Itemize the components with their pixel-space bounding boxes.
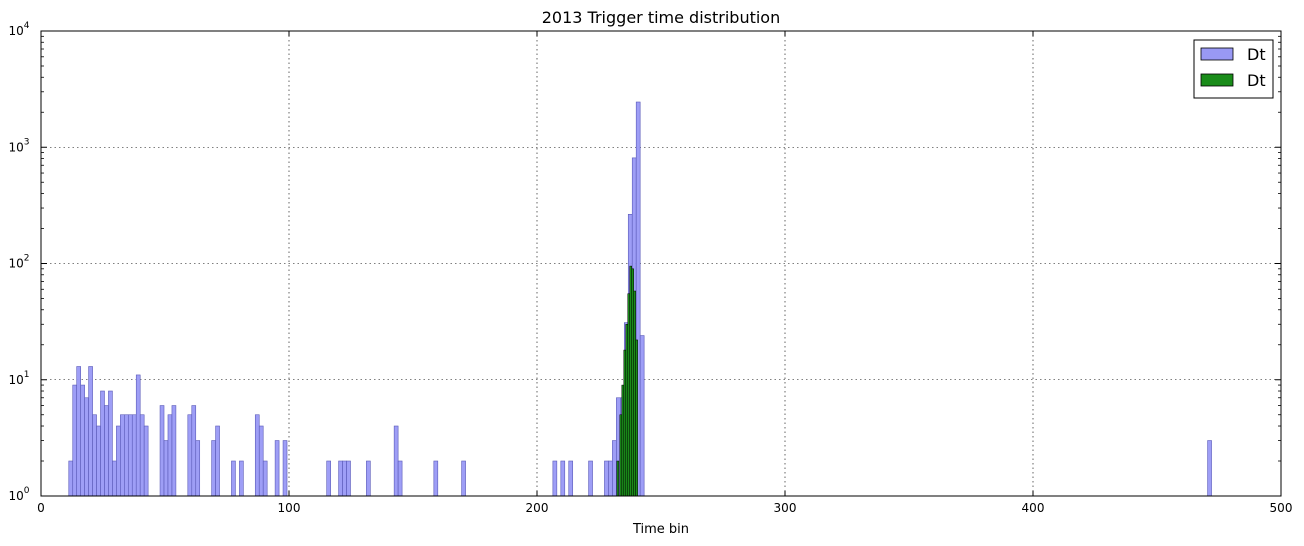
histogram-bar <box>239 460 244 497</box>
histogram-bar <box>326 460 331 497</box>
series-dt-blue <box>68 101 1212 497</box>
histogram-bar <box>84 397 89 497</box>
series-dt-green <box>616 265 638 497</box>
y-tick-exponent: 4 <box>24 21 30 31</box>
histogram-bar <box>143 425 149 497</box>
legend-swatch <box>1200 73 1234 87</box>
x-tick-label: 300 <box>774 501 797 515</box>
histogram-bar <box>167 414 173 497</box>
histogram-bar <box>635 339 638 497</box>
x-tick-label: 200 <box>526 501 549 515</box>
histogram-bar <box>274 440 280 497</box>
y-tick-base: 10 <box>8 24 23 38</box>
histogram-bar <box>191 405 197 497</box>
histogram-bar <box>639 335 645 497</box>
histogram-bar <box>76 366 81 497</box>
histogram-bar <box>100 390 105 497</box>
histogram-bar <box>211 440 216 497</box>
y-tick-exponent: 1 <box>24 370 30 380</box>
histogram-bar <box>616 460 620 497</box>
histogram-bar <box>342 460 347 497</box>
x-tick-label: 400 <box>1022 501 1045 515</box>
histogram-bar <box>619 414 623 497</box>
histogram-bar <box>163 440 169 497</box>
histogram-bar <box>560 460 566 497</box>
legend-swatch <box>1200 47 1234 61</box>
histogram-bar <box>131 414 137 497</box>
histogram-bar <box>92 414 97 497</box>
legend-label: Dt <box>1247 45 1266 64</box>
histogram-bar <box>633 290 636 497</box>
histogram-bar <box>68 460 74 497</box>
y-tick-label: 103 <box>8 137 29 154</box>
histogram-bar <box>231 460 236 497</box>
legend-label: Dt <box>1247 71 1266 90</box>
histogram-bar <box>88 366 93 497</box>
histogram-bar <box>195 440 201 497</box>
histogram-bar <box>215 425 220 497</box>
histogram-bar <box>621 384 625 497</box>
histogram-bar <box>135 374 141 497</box>
histogram-bar <box>1207 440 1212 497</box>
x-tick-label: 100 <box>278 501 301 515</box>
x-axis-label: Time bin <box>632 522 689 537</box>
chart-title: 2013 Trigger time distribution <box>542 8 780 27</box>
histogram-bar <box>393 425 399 497</box>
histogram-bar <box>171 405 177 497</box>
histogram-bar <box>433 460 439 497</box>
y-tick-base: 10 <box>8 140 23 154</box>
y-tick-base: 10 <box>8 489 23 503</box>
histogram-bar <box>80 384 85 497</box>
histogram-bar <box>631 268 634 497</box>
histogram-bar <box>552 460 558 497</box>
y-tick-exponent: 0 <box>24 486 30 496</box>
histogram-bar <box>397 460 403 497</box>
histogram-bar <box>159 405 165 497</box>
histogram-bar <box>124 414 129 497</box>
histogram-bar <box>461 460 466 497</box>
histogram-bar <box>625 324 629 497</box>
histogram-bar <box>96 425 101 497</box>
y-tick-label: 100 <box>8 486 29 503</box>
grid-lines <box>41 31 1281 496</box>
histogram-bar <box>568 460 574 497</box>
histogram-bar <box>254 414 260 497</box>
histogram-bar <box>346 460 351 497</box>
histogram-bar <box>139 414 145 497</box>
y-tick-label: 102 <box>8 254 29 271</box>
y-tick-exponent: 2 <box>24 254 30 264</box>
histogram-bar <box>104 405 109 497</box>
x-tick-label: 500 <box>1270 501 1293 515</box>
histogram-bar <box>608 460 613 497</box>
histogram-bar <box>623 349 627 497</box>
histogram-bar <box>282 440 288 497</box>
y-tick-base: 10 <box>8 257 23 271</box>
histogram-bar <box>366 460 371 497</box>
histogram-bar <box>338 460 343 497</box>
histogram-bar <box>187 414 193 497</box>
histogram-bar <box>612 440 617 497</box>
histogram-bar <box>627 293 631 497</box>
x-tick-label: 0 <box>37 501 45 515</box>
histogram-bar <box>116 425 121 497</box>
histogram-bar <box>72 384 78 497</box>
y-tick-label: 104 <box>8 21 29 38</box>
histogram-bar <box>258 425 264 497</box>
legend: Dt Dt <box>1193 39 1274 99</box>
histogram-bar <box>108 390 113 497</box>
histogram-bar <box>112 460 117 497</box>
histogram-bar <box>588 460 593 497</box>
y-tick-exponent: 3 <box>24 137 30 147</box>
histogram-bar <box>629 265 632 497</box>
y-tick-base: 10 <box>8 373 23 387</box>
histogram-bar <box>127 414 133 497</box>
histogram-bar <box>604 460 609 497</box>
histogram-bar <box>120 414 125 497</box>
y-tick-label: 101 <box>8 370 29 387</box>
histogram-bar <box>262 460 268 497</box>
